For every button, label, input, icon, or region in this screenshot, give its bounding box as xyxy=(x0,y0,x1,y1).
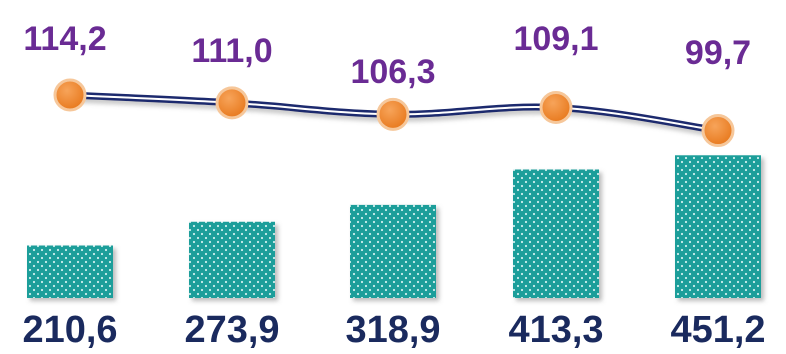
line-value-label-1: 114,2 xyxy=(23,20,106,58)
bar-value-label-4: 413,3 xyxy=(508,309,603,351)
line-markers xyxy=(53,78,735,148)
bar-value-label-1: 210,6 xyxy=(22,309,117,351)
line-value-label-2: 111,0 xyxy=(191,32,272,70)
line-marker-4 xyxy=(539,90,573,124)
line-marker-1 xyxy=(53,78,87,112)
bar-value-label-3: 318,9 xyxy=(345,309,440,351)
line-marker-5 xyxy=(701,114,735,148)
bar-2 xyxy=(189,221,275,298)
bar-3 xyxy=(350,204,436,298)
bar-value-label-5: 451,2 xyxy=(670,309,765,351)
line-marker-2 xyxy=(215,86,249,120)
bar-value-labels: 210,6 273,9 318,9 413,3 451,2 xyxy=(22,309,765,351)
line-value-label-4: 109,1 xyxy=(513,20,598,58)
line-marker-3 xyxy=(376,97,410,131)
line-value-labels: 114,2 111,0 106,3 109,1 99,7 xyxy=(23,20,751,91)
bar-4 xyxy=(513,169,599,298)
line-value-label-5: 99,7 xyxy=(685,34,751,72)
bar-1 xyxy=(27,245,113,298)
line-value-label-3: 106,3 xyxy=(350,53,435,91)
bar-value-label-2: 273,9 xyxy=(184,309,279,351)
bars-series xyxy=(27,155,761,298)
bar-5 xyxy=(675,155,761,298)
